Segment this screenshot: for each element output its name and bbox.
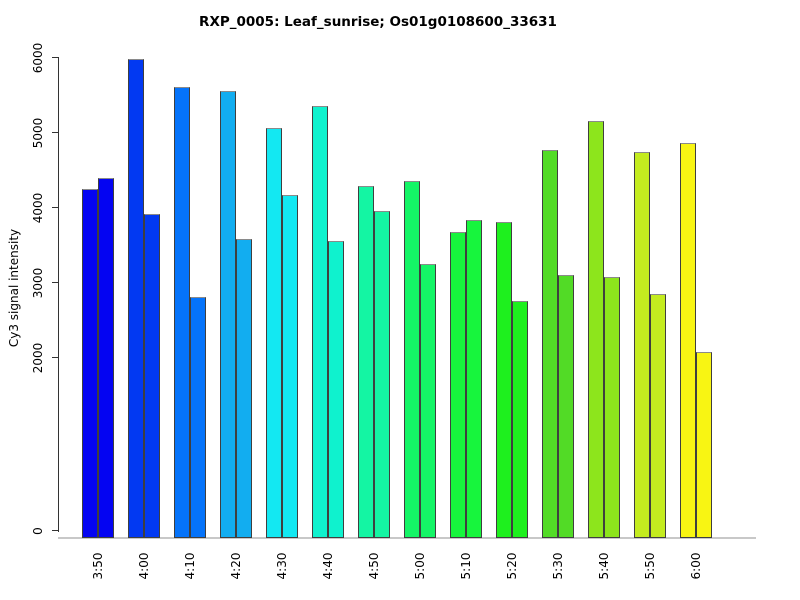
y-tick-label: 3000 [31, 267, 45, 298]
bar-5:50-bar-1 [634, 152, 650, 538]
x-tick-label: 4:30 [275, 552, 289, 580]
y-tick-label: 4000 [31, 192, 45, 223]
bar-4:40-bar-2 [328, 241, 344, 538]
bar-5:00-bar-1 [404, 180, 420, 538]
y-tick [52, 282, 59, 284]
bar-5:50-bar-2 [650, 293, 666, 538]
bar-5:20-bar-1 [496, 221, 512, 538]
y-tick-label: 0 [31, 526, 45, 535]
bar-5:00-bar-2 [420, 263, 436, 538]
bar-4:00-bar-2 [144, 214, 160, 538]
bar-5:30-bar-2 [558, 275, 574, 538]
bar-4:20-bar-1 [220, 91, 236, 538]
x-baseline [58, 537, 756, 539]
y-axis-line [58, 58, 59, 532]
bar-4:20-bar-2 [236, 239, 252, 538]
x-tick-label: 6:00 [689, 552, 703, 580]
x-tick-label: 4:40 [321, 552, 335, 580]
bar-5:40-bar-2 [604, 276, 620, 538]
bar-4:10-bar-2 [190, 296, 206, 538]
y-tick-label: 5000 [31, 117, 45, 148]
x-tick-label: 5:30 [551, 552, 565, 580]
bar-6:00-bar-2 [696, 351, 712, 538]
y-tick [52, 207, 59, 209]
x-tick-label: 4:50 [367, 552, 381, 580]
y-tick [52, 57, 59, 59]
bar-5:20-bar-2 [512, 300, 528, 538]
bar-3:50-bar-2 [98, 178, 114, 538]
bar-4:30-bar-2 [282, 194, 298, 538]
bar-5:10-bar-2 [466, 220, 482, 538]
x-tick-label: 4:20 [229, 552, 243, 580]
y-tick [52, 357, 59, 359]
bar-4:50-bar-2 [374, 211, 390, 538]
x-tick-label: 5:40 [597, 552, 611, 580]
y-tick-label: 6000 [31, 42, 45, 73]
y-tick [52, 530, 59, 532]
x-tick-label: 5:20 [505, 552, 519, 580]
bar-4:10-bar-1 [174, 86, 190, 538]
x-tick-label: 3:50 [91, 552, 105, 580]
bar-5:10-bar-1 [450, 232, 466, 538]
bar-4:30-bar-1 [266, 128, 282, 538]
y-tick-label: 2000 [31, 342, 45, 373]
bar-3:50-bar-1 [82, 188, 98, 538]
x-tick-label: 5:00 [413, 552, 427, 580]
x-tick-label: 4:00 [137, 552, 151, 580]
y-axis-title: Cy3 signal intensity [7, 228, 21, 348]
bar-5:40-bar-1 [588, 121, 604, 538]
bar-6:00-bar-1 [680, 143, 696, 538]
x-tick-label: 5:50 [643, 552, 657, 580]
bar-4:40-bar-1 [312, 105, 328, 538]
x-tick-label: 4:10 [183, 552, 197, 580]
bar-4:50-bar-1 [358, 185, 374, 538]
bar-4:00-bar-1 [128, 59, 144, 538]
y-tick [52, 132, 59, 134]
x-tick-label: 5:10 [459, 552, 473, 580]
chart-title: RXP_0005: Leaf_sunrise; Os01g0108600_336… [199, 14, 557, 30]
bar-5:30-bar-1 [542, 149, 558, 538]
